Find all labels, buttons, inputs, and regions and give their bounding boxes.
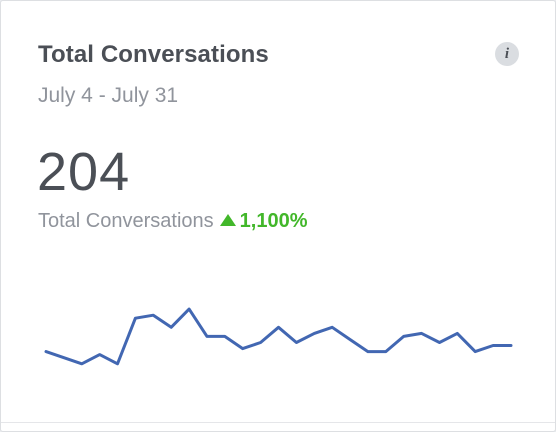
info-icon[interactable]: i: [495, 42, 519, 66]
date-range: July 4 - July 31: [38, 84, 179, 107]
metric-label: Total Conversations: [38, 210, 214, 232]
card-divider: [1, 422, 555, 423]
card-title: Total Conversations: [38, 41, 269, 68]
change-value: 1,100%: [239, 210, 308, 232]
change-indicator: 1,100%: [219, 210, 308, 232]
metric-row: Total Conversations 1,100%: [38, 210, 308, 233]
total-conversations-value: 204: [37, 142, 131, 202]
arrow-up-icon: [219, 214, 236, 226]
sparkline-series-line: [44, 307, 513, 366]
